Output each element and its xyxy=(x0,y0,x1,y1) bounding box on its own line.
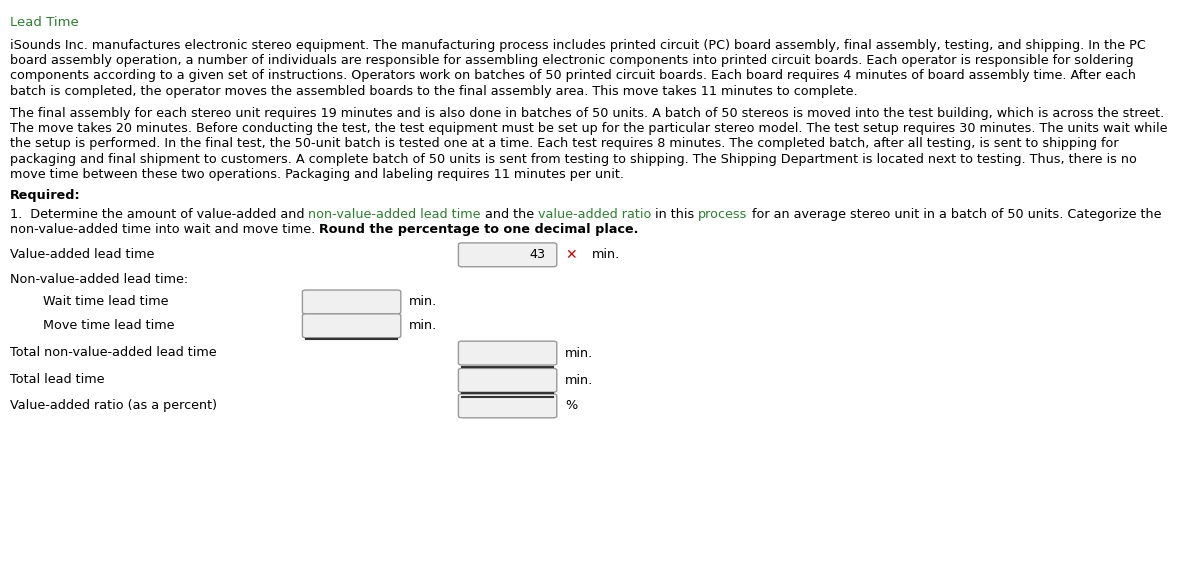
Text: batch is completed, the operator moves the assembled boards to the final assembl: batch is completed, the operator moves t… xyxy=(10,85,857,98)
Text: non-value-added time into wait and move time.: non-value-added time into wait and move … xyxy=(10,223,319,236)
Text: and the: and the xyxy=(480,208,538,221)
Text: the setup is performed. In the final test, the 50-unit batch is tested one at a : the setup is performed. In the final tes… xyxy=(10,137,1118,151)
Text: Non-value-added lead time:: Non-value-added lead time: xyxy=(10,273,188,286)
Text: Total non-value-added lead time: Total non-value-added lead time xyxy=(10,346,216,359)
Text: Total lead time: Total lead time xyxy=(10,373,104,386)
Text: process: process xyxy=(698,208,748,221)
FancyBboxPatch shape xyxy=(458,394,557,418)
FancyBboxPatch shape xyxy=(302,290,401,314)
Text: Lead Time: Lead Time xyxy=(10,16,78,29)
Text: ✕: ✕ xyxy=(565,248,577,262)
Text: The final assembly for each stereo unit requires 19 minutes and is also done in : The final assembly for each stereo unit … xyxy=(10,107,1164,120)
Text: in this: in this xyxy=(652,208,698,221)
Text: Value-added ratio (as a percent): Value-added ratio (as a percent) xyxy=(10,399,216,412)
Text: Round the percentage to one decimal place.: Round the percentage to one decimal plac… xyxy=(319,223,638,236)
Text: packaging and final shipment to customers. A complete batch of 50 units is sent : packaging and final shipment to customer… xyxy=(10,153,1136,166)
Text: components according to a given set of instructions. Operators work on batches o: components according to a given set of i… xyxy=(10,69,1135,82)
Text: min.: min. xyxy=(565,374,594,387)
Text: The move takes 20 minutes. Before conducting the test, the test equipment must b: The move takes 20 minutes. Before conduc… xyxy=(10,122,1168,135)
FancyBboxPatch shape xyxy=(458,341,557,365)
Text: for an average stereo unit in a batch of 50 units. Categorize the: for an average stereo unit in a batch of… xyxy=(748,208,1162,221)
Text: min.: min. xyxy=(409,295,438,308)
Text: Required:: Required: xyxy=(10,189,80,202)
Text: %: % xyxy=(565,399,577,412)
Text: Wait time lead time: Wait time lead time xyxy=(43,295,169,308)
Text: iSounds Inc. manufactures electronic stereo equipment. The manufacturing process: iSounds Inc. manufactures electronic ste… xyxy=(10,39,1146,52)
Text: Value-added lead time: Value-added lead time xyxy=(10,248,154,261)
Text: value-added ratio: value-added ratio xyxy=(538,208,652,221)
FancyBboxPatch shape xyxy=(458,243,557,267)
FancyBboxPatch shape xyxy=(302,314,401,338)
Text: Move time lead time: Move time lead time xyxy=(43,319,175,332)
Text: min.: min. xyxy=(409,319,438,332)
Text: 1.  Determine the amount of value-added and: 1. Determine the amount of value-added a… xyxy=(10,208,308,221)
Text: non-value-added lead time: non-value-added lead time xyxy=(308,208,480,221)
Text: board assembly operation, a number of individuals are responsible for assembling: board assembly operation, a number of in… xyxy=(10,54,1133,67)
Text: 43: 43 xyxy=(530,248,546,261)
Text: min.: min. xyxy=(592,248,620,261)
Text: move time between these two operations. Packaging and labeling requires 11 minut: move time between these two operations. … xyxy=(10,168,624,181)
Text: min.: min. xyxy=(565,346,594,360)
FancyBboxPatch shape xyxy=(458,369,557,392)
